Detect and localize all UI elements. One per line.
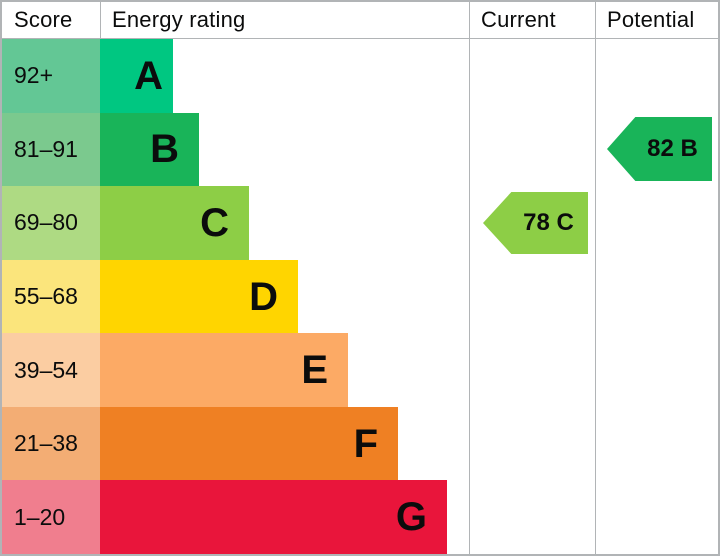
band-row-d: 55–68 D [2, 259, 718, 334]
header-potential: Potential [607, 7, 695, 32]
rating-bar: A [100, 39, 173, 113]
band-rows: 92+ A 81–91 B 69–80 C 55–68 D 39–54 E 21… [2, 39, 718, 554]
column-divider-potential [595, 2, 596, 554]
potential-rating-label: 82 B [647, 135, 698, 162]
band-row-e: 39–54 E [2, 333, 718, 407]
band-row-c: 69–80 C [2, 186, 718, 260]
rating-bar: G [100, 480, 447, 554]
current-rating-label: 78 C [523, 209, 574, 236]
column-divider-current [469, 2, 470, 554]
rating-bar: B [100, 112, 199, 187]
band-row-a: 92+ A [2, 39, 718, 113]
rating-bar: D [100, 259, 298, 334]
header-current: Current [481, 7, 556, 32]
score-range-cell: 39–54 [2, 333, 100, 407]
band-row-f: 21–38 F [2, 406, 718, 481]
score-range-cell: 55–68 [2, 259, 100, 334]
column-divider-score [100, 2, 101, 39]
score-range-cell: 21–38 [2, 406, 100, 481]
band-row-g: 1–20 G [2, 480, 718, 554]
header-score: Score [14, 7, 73, 32]
score-range-cell: 69–80 [2, 186, 100, 260]
score-range-cell: 92+ [2, 39, 100, 113]
header-energy-rating: Energy rating [112, 7, 246, 32]
score-range-cell: 81–91 [2, 112, 100, 187]
rating-bar: C [100, 186, 249, 260]
score-range-cell: 1–20 [2, 480, 100, 554]
band-row-b: 81–91 B [2, 112, 718, 187]
rating-bar: E [100, 333, 348, 407]
rating-bar: F [100, 406, 398, 481]
header-row: Score Energy rating Current Potential [2, 2, 718, 39]
